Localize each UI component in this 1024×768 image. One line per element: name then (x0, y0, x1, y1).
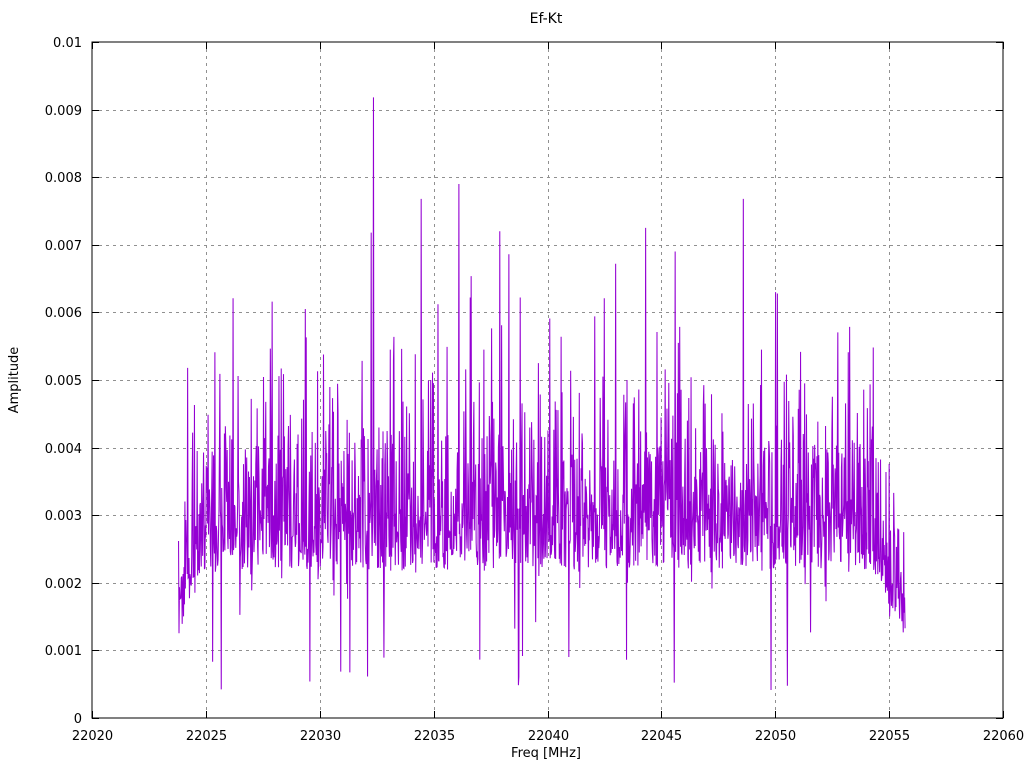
y-tick-label: 0 (74, 712, 82, 727)
chart-title: Ef-Kt (530, 11, 563, 27)
y-axis-title: Amplitude (7, 347, 22, 414)
x-tick-label: 22055 (869, 729, 910, 744)
plot-border (91, 41, 1004, 719)
x-tick-label: 22050 (755, 729, 796, 744)
spectrum-trace (178, 97, 906, 690)
y-tick-labels: 0 0.001 0.002 0.003 0.004 0.005 0.006 0.007 0.00… (45, 36, 82, 727)
x-tick-label: 22020 (72, 729, 113, 744)
data-series-layer (178, 97, 906, 690)
y-tick-label: 0.001 (45, 644, 82, 659)
y-tick-label: 0.006 (45, 306, 82, 321)
y-tick-label: 0.002 (45, 577, 82, 592)
x-tick-label: 22060 (983, 729, 1024, 744)
x-axis-title: Freq [MHz] (511, 746, 581, 761)
y-tick-label: 0.004 (45, 442, 82, 457)
x-tick-labels: 22020 22025 22030 22035 22040 22045 22050 22055… (72, 729, 1024, 744)
x-tick-label: 22045 (641, 729, 682, 744)
y-tick-label: 0.008 (45, 171, 82, 186)
x-tick-label: 22040 (528, 729, 569, 744)
y-tick-label: 0.003 (45, 509, 82, 524)
x-tick-label: 22035 (414, 729, 455, 744)
y-tick-label: 0.01 (53, 36, 82, 51)
plot-frame (91, 41, 1004, 719)
y-tick-label: 0.005 (45, 374, 82, 389)
y-tick-label: 0.007 (45, 239, 82, 254)
x-tick-label: 22025 (186, 729, 227, 744)
y-tick-label: 0.009 (45, 104, 82, 119)
x-tick-label: 22030 (300, 729, 341, 744)
